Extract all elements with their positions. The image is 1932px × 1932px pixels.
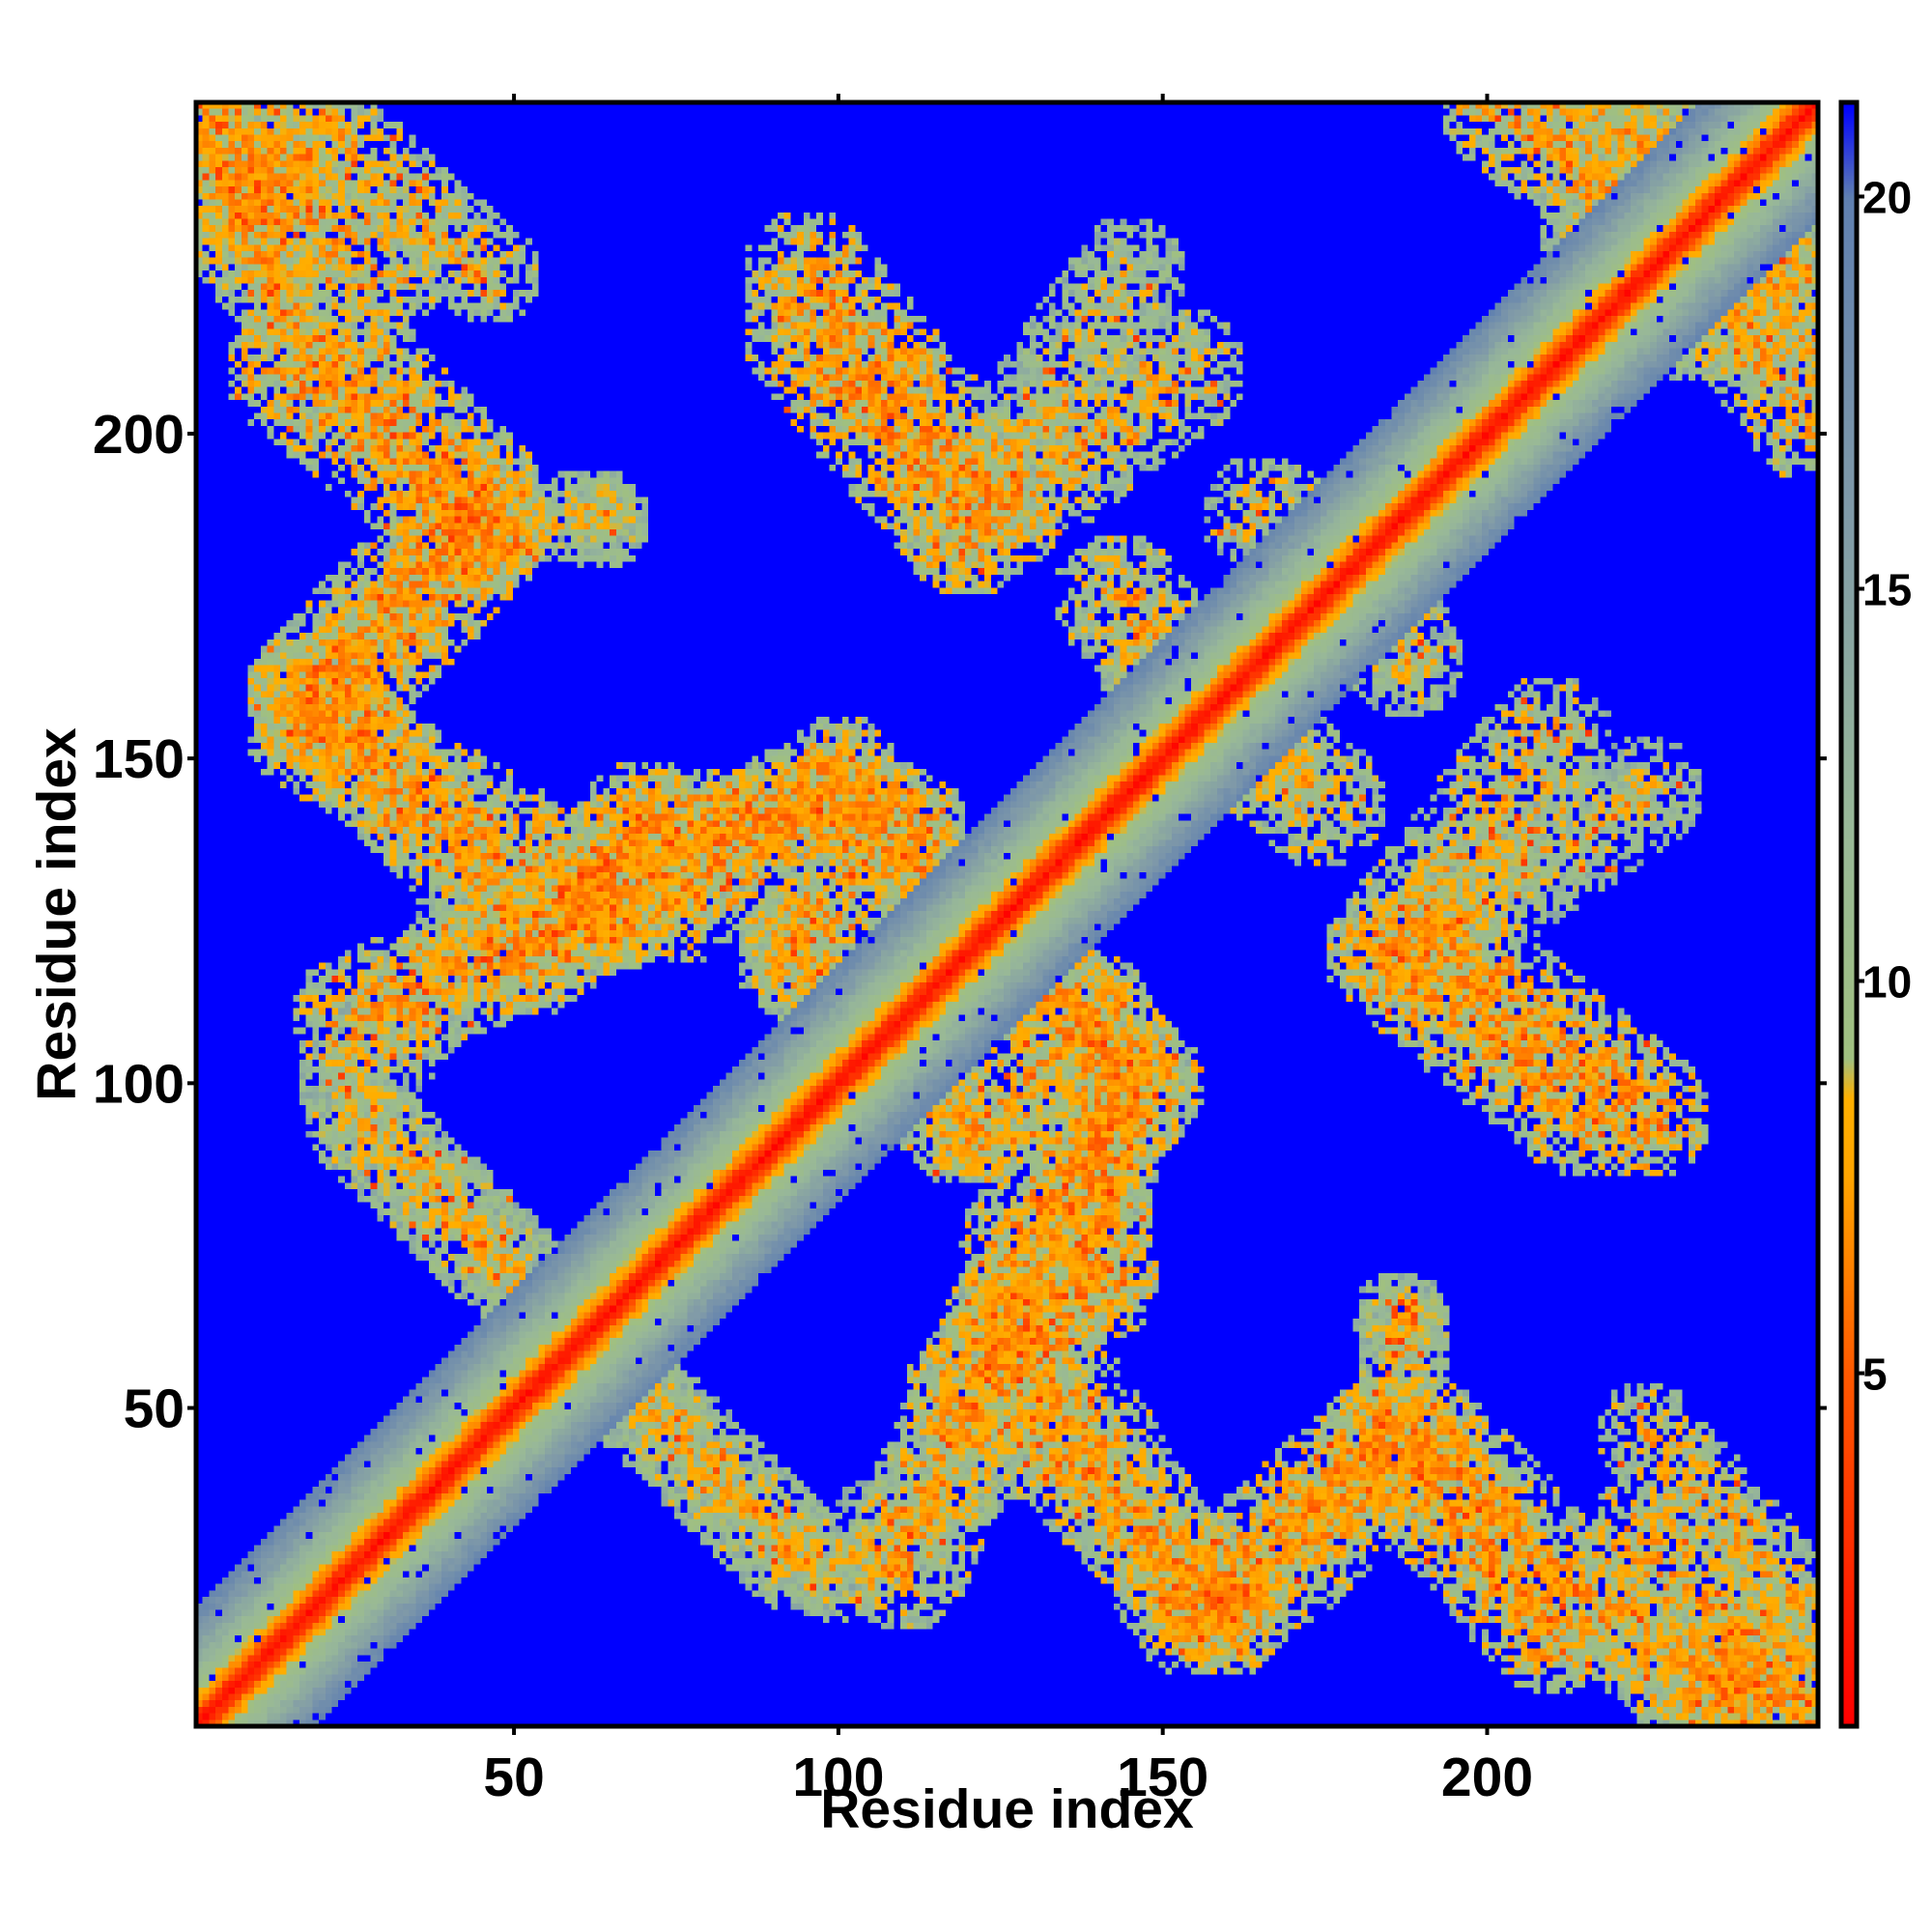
y-axis-ticks: 50 100 150 200 [93,404,1827,1440]
x-tick-label: 150 [1117,1747,1208,1808]
y-tick-label: 100 [93,1053,185,1115]
colorbar-tick-label: 15 [1862,564,1912,614]
y-tick-label: 50 [124,1378,185,1440]
x-tick-label: 100 [792,1747,884,1808]
colorbar-gradient [1841,102,1857,1726]
colorbar-tick-label: 20 [1862,172,1912,222]
x-tick-label: 200 [1441,1747,1533,1808]
x-axis-label: Residue index [820,1778,1194,1840]
y-axis-label: Residue index [26,727,88,1101]
colorbar-tick-label: 10 [1862,957,1912,1008]
plot-frame [193,99,1821,1729]
colorbar-frame [1838,99,1860,1729]
colorbar-tick-label: 5 [1862,1350,1888,1400]
colorbar-ticks: 5 10 15 20 [1857,172,1912,1400]
contact-heatmap [196,102,1818,1726]
x-tick-label: 50 [483,1747,544,1808]
y-tick-label: 200 [93,404,185,466]
y-tick-label: 150 [93,728,185,790]
x-axis-ticks: 50 100 150 200 [483,94,1533,1808]
